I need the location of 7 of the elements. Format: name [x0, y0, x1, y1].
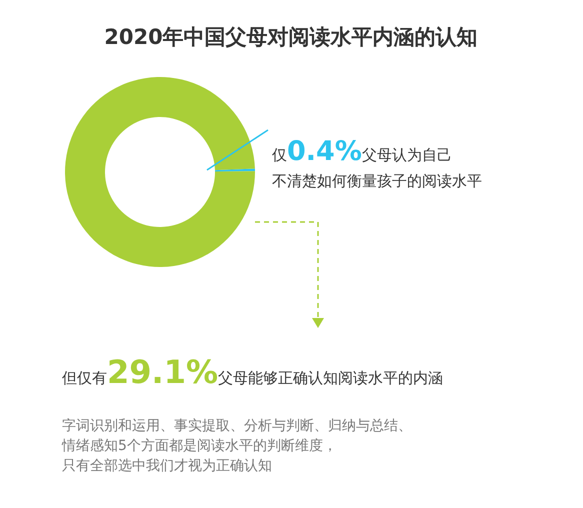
- annotation: 只有全部选中我们才视为正确认知: [62, 458, 272, 474]
- annotation: 不清楚如何衡量孩子的阅读水平: [272, 172, 482, 190]
- annotation: 仅0.4%父母认为自己: [272, 136, 452, 167]
- annotation: 情绪感知5个方面都是阅读水平的判断维度，: [62, 438, 337, 454]
- chart-title: 2020年中国父母对阅读水平内涵的认知: [104, 25, 478, 49]
- annotation: 但仅有29.1%父母能够正确认知阅读水平的内涵: [62, 353, 444, 391]
- annotation: 字词识别和运用、事实提取、分析与判断、归纳与总结、: [62, 418, 412, 434]
